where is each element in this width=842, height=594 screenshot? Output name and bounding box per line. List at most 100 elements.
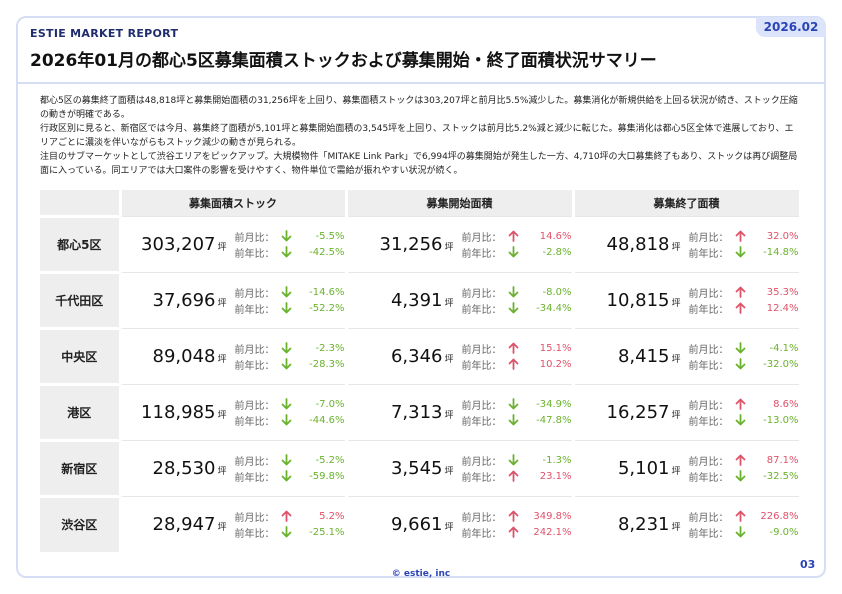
yoy-value: -44.6% (309, 414, 345, 426)
mom-label: 前月比： (688, 456, 729, 468)
metric-cell: 3,545 坪 前月比： -1.3% 前年比： 23.1% (346, 439, 575, 496)
metric-value: 9,661 坪 (348, 514, 454, 535)
mom-label: 前月比： (688, 512, 729, 524)
change-group: 前月比： -2.3% 前年比： -28.3% (234, 341, 345, 372)
mom-change: 前月比： -14.6% (234, 285, 345, 300)
yoy-value: 10.2% (539, 358, 572, 370)
arrow-down-icon (281, 398, 293, 410)
arrow-down-icon (735, 246, 747, 258)
arrow-down-icon (281, 230, 293, 242)
metric-value: 8,415 坪 (575, 346, 681, 367)
change-group: 前月比： 14.6% 前年比： -2.8% (462, 229, 572, 260)
metric-value: 31,256 坪 (348, 234, 454, 255)
metric-cell: 303,207 坪 前月比： -5.5% 前年比： -42.5% (120, 215, 348, 272)
metric-cell: 31,256 坪 前月比： 14.6% 前年比： -2.8% (346, 215, 575, 272)
mom-change: 前月比： -4.1% (689, 341, 799, 356)
mom-change: 前月比： 226.8% (688, 509, 799, 524)
metric-value: 303,207 坪 (122, 234, 226, 255)
yoy-change: 前年比： -25.1% (235, 525, 345, 540)
mom-change: 前月比： -5.5% (235, 229, 345, 244)
mom-change: 前月比： -1.3% (462, 453, 572, 468)
area-value: 37,696 (152, 289, 216, 311)
unit-label: 坪 (444, 410, 454, 421)
table-corner-cell (40, 190, 122, 216)
metric-value: 37,696 坪 (122, 290, 227, 311)
yoy-value: -28.3% (309, 358, 345, 370)
table-row: 港区 118,985 坪 前月比： -7.0% 前年比： -44.6% (40, 382, 802, 440)
arrow-down-icon (281, 358, 293, 370)
yoy-label: 前年比： (461, 528, 502, 540)
mom-label: 前月比： (688, 232, 729, 244)
arrow-up-icon (508, 342, 520, 354)
mom-label: 前月比： (234, 344, 275, 356)
metric-cell: 28,947 坪 前月比： 5.2% 前年比： -25.1% (120, 495, 348, 552)
area-value: 8,231 (617, 513, 670, 535)
change-group: 前月比： -1.3% 前年比： 23.1% (462, 453, 572, 484)
unit-label: 坪 (444, 466, 454, 477)
metric-cell: 89,048 坪 前月比： -2.3% 前年比： -28.3% (120, 327, 348, 384)
yoy-change: 前年比： -32.0% (689, 357, 799, 372)
yoy-label: 前年比： (688, 248, 729, 260)
yoy-label: 前年比： (234, 248, 275, 260)
metric-value: 16,257 坪 (575, 402, 681, 423)
mom-change: 前月比： 15.1% (462, 341, 572, 356)
arrow-down-icon (735, 470, 747, 482)
mom-value: -7.0% (315, 398, 345, 410)
yoy-change: 前年比： 23.1% (462, 469, 572, 484)
mom-change: 前月比： 8.6% (688, 397, 799, 412)
change-group: 前月比： -8.0% 前年比： -34.4% (462, 285, 572, 316)
unit-label: 坪 (671, 410, 681, 421)
summary-paragraph: 注目のサブマーケットとして渋谷エリアをピックアップ。大規模物件「MITAKE L… (40, 152, 798, 176)
area-value: 28,947 (152, 513, 216, 535)
mom-change: 前月比： 14.6% (462, 229, 572, 244)
mom-label: 前月比： (688, 400, 729, 412)
metric-value: 28,947 坪 (122, 514, 227, 535)
yoy-change: 前年比： -2.8% (462, 245, 572, 260)
mom-change: 前月比： 32.0% (688, 229, 799, 244)
area-value: 31,256 (379, 233, 443, 255)
mom-label: 前月比： (234, 400, 275, 412)
metric-cell: 16,257 坪 前月比： 8.6% 前年比： -13.0% (573, 383, 802, 440)
metric-value: 28,530 坪 (122, 458, 227, 479)
yoy-value: 242.1% (533, 526, 572, 538)
change-group: 前月比： -5.5% 前年比： -42.5% (234, 229, 345, 260)
metric-value: 48,818 坪 (575, 234, 681, 255)
mom-value: -4.1% (769, 342, 799, 354)
summary-paragraph: 行政区別に見ると、新宿区では今月、募集終了面積が5,101坪と募集開始面積の3,… (40, 124, 794, 148)
metric-value: 6,346 坪 (348, 346, 454, 367)
copyright: © estie, inc (391, 569, 451, 579)
area-name: 渋谷区 (40, 494, 122, 552)
mom-change: 前月比： -34.9% (462, 397, 572, 412)
yoy-change: 前年比： -44.6% (234, 413, 345, 428)
mom-label: 前月比： (688, 288, 729, 300)
metric-value: 8,231 坪 (575, 514, 681, 535)
yoy-label: 前年比： (688, 416, 729, 428)
arrow-up-icon (735, 398, 747, 410)
mom-value: 32.0% (766, 230, 799, 242)
change-group: 前月比： 8.6% 前年比： -13.0% (688, 397, 799, 428)
metric-cell: 118,985 坪 前月比： -7.0% 前年比： -44.6% (120, 383, 348, 440)
yoy-change: 前年比： -42.5% (234, 245, 345, 260)
unit-label: 坪 (671, 298, 681, 309)
arrow-down-icon (508, 246, 520, 258)
table-row: 都心5区 303,207 坪 前月比： -5.5% 前年比： -42.5% (40, 214, 802, 272)
yoy-label: 前年比： (234, 416, 275, 428)
header-divider (18, 18, 824, 84)
yoy-label: 前年比： (461, 360, 502, 372)
arrow-up-icon (281, 510, 293, 523)
mom-change: 前月比： 349.8% (462, 509, 572, 524)
area-value: 8,415 (617, 345, 670, 367)
arrow-down-icon (735, 414, 747, 426)
yoy-label: 前年比： (234, 304, 275, 316)
yoy-value: -47.8% (536, 414, 572, 426)
mom-change: 前月比： 5.2% (235, 509, 345, 524)
change-group: 前月比： -5.2% 前年比： -59.8% (235, 453, 345, 484)
yoy-value: -34.4% (536, 302, 572, 314)
yoy-value: -42.5% (309, 246, 345, 258)
mom-label: 前月比： (234, 288, 275, 300)
mom-change: 前月比： 87.1% (688, 453, 799, 468)
arrow-up-icon (735, 510, 747, 523)
metric-cell: 37,696 坪 前月比： -14.6% 前年比： -52.2% (120, 271, 348, 328)
arrow-down-icon (508, 286, 520, 298)
yoy-change: 前年比： -9.0% (689, 525, 799, 540)
